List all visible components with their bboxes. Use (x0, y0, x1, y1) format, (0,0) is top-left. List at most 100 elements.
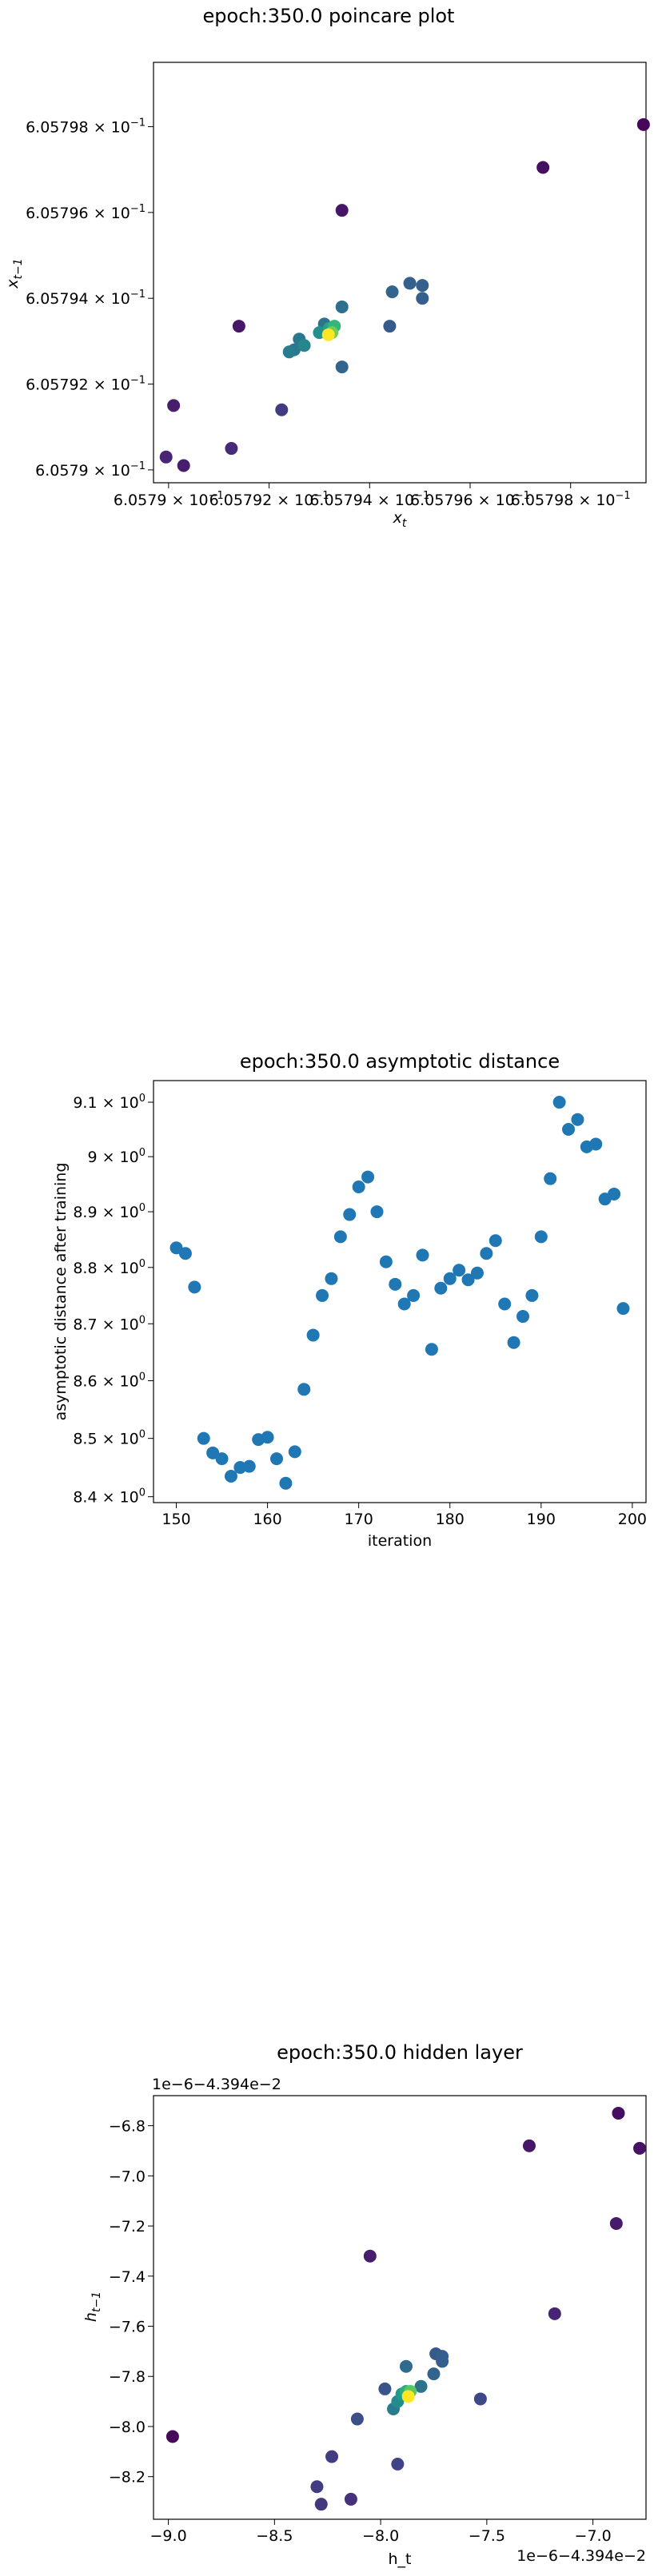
y-tick-label: 8.8 × 100 (73, 1258, 146, 1277)
scatter-point (548, 2307, 561, 2320)
scatter-point (401, 2390, 415, 2403)
scatter-point (335, 300, 349, 313)
scatter-point (608, 1187, 621, 1200)
scatter-point (188, 1280, 201, 1294)
x-axis-ticks: −9.0 −8.5 −8.0 −7.5 −7.0 (150, 2519, 612, 2545)
scatter-point (544, 1172, 557, 1185)
y-axis-label: asymptotic distance after training (52, 1163, 70, 1421)
scatter-point (480, 1247, 493, 1260)
y-tick-label: 8.4 × 100 (73, 1487, 146, 1507)
scatter-point (427, 2367, 441, 2381)
scatter-point (261, 1431, 274, 1444)
scatter-point (352, 1180, 365, 1193)
x-tick-label: −8.5 (256, 2527, 293, 2545)
scatter-point (498, 1297, 512, 1311)
scatter-point (389, 1277, 402, 1291)
scatter-point (335, 360, 349, 374)
scatter-point (288, 1445, 301, 1459)
scatter-point (225, 442, 238, 456)
chart-title: epoch:350.0 hidden layer (277, 2041, 523, 2064)
plot-area (153, 2095, 647, 2520)
scatter-point (270, 1452, 283, 1466)
scatter-point (436, 2355, 449, 2368)
scatter-point (206, 1446, 220, 1459)
x-tick-label: 170 (345, 1511, 373, 1528)
scatter-point (470, 1266, 484, 1280)
x-tick-label: 6.05798 × 10−1 (511, 490, 631, 509)
y-axis-ticks: −8.2 −8.0 −7.8 −7.6 −7.4 −7.2 −7.0 −6.8 (109, 2118, 154, 2486)
x-tick-label: 190 (527, 1511, 556, 1528)
scatter-point (215, 1452, 229, 1466)
scatter-point (379, 1255, 393, 1268)
scatter-point (385, 285, 399, 299)
scatter-point (616, 1302, 630, 1316)
scatter-point (321, 328, 335, 341)
x-tick-label: 6.0579 × 10−1 (114, 490, 224, 509)
scatter-point (636, 117, 650, 131)
y-tick-label: −7.0 (109, 2168, 146, 2185)
scatter-point (297, 1383, 311, 1396)
scatter-point (279, 1476, 293, 1490)
x-axis-label: xt (393, 509, 407, 528)
x-tick-label: −7.0 (575, 2527, 612, 2545)
scatter-point (552, 1096, 566, 1109)
scatter-point (297, 339, 311, 352)
scatter-point (333, 1230, 347, 1244)
y-tick-label: 9 × 100 (87, 1147, 146, 1166)
scatter-point (416, 1248, 429, 1262)
scatter-point (399, 2359, 413, 2373)
scatter-point (633, 2141, 647, 2155)
scatter-point (177, 459, 190, 472)
x-tick-label: 160 (253, 1511, 281, 1528)
y-axis-label: ht−1 (82, 2291, 103, 2322)
plot-area (153, 62, 647, 484)
scatter-point (525, 1288, 539, 1302)
scatter-point (197, 1431, 210, 1445)
chart-title: epoch:350.0 poincare plot (203, 5, 455, 27)
scatter-point (416, 279, 429, 293)
scatter-point (609, 2216, 623, 2230)
scatter-point (453, 1264, 466, 1277)
scatter-point (434, 1281, 448, 1295)
y-tick-label: −8.0 (109, 2419, 146, 2436)
scatter-point (425, 1343, 438, 1356)
plot-area (153, 1080, 647, 1503)
scatter-points (159, 117, 650, 472)
scatter-point (416, 292, 429, 305)
x-tick-label: 6.05792 × 10−1 (209, 490, 329, 509)
scatter-point (344, 2492, 357, 2506)
y-offset-label: 1e−6−4.394e−2 (152, 2076, 281, 2093)
y-tick-label: −7.2 (109, 2218, 146, 2236)
scatter-point (275, 403, 289, 416)
x-tick-label: −9.0 (150, 2527, 187, 2545)
scatter-point (522, 2139, 536, 2152)
scatter-point (589, 1137, 603, 1151)
y-axis-label: xt−1 (4, 258, 25, 289)
scatter-point (403, 277, 417, 290)
scatter-point (316, 1288, 329, 1302)
scatter-point (414, 2379, 428, 2393)
scatter-point (282, 345, 296, 359)
x-axis-ticks: 6.0579 × 10−16.05792 × 10−16.05794 × 10−… (114, 483, 631, 509)
x-axis-label: iteration (368, 1532, 432, 1550)
y-tick-label: 8.5 × 100 (73, 1429, 146, 1448)
y-tick-label: 6.05794 × 10−1 (26, 289, 146, 308)
x-tick-label: 180 (436, 1511, 465, 1528)
scatter-point (178, 1247, 192, 1260)
y-tick-label: 8.9 × 100 (73, 1202, 146, 1221)
y-tick-label: −7.8 (109, 2368, 146, 2386)
scatter-point (370, 1205, 384, 1219)
x-offset-label: 1e−6−4.394e−2 (516, 2547, 646, 2565)
x-axis-label: h_t (389, 2550, 412, 2568)
scatter-point (443, 1272, 457, 1285)
scatter-points (165, 2106, 647, 2511)
y-tick-label: 8.7 × 100 (73, 1314, 146, 1333)
scatter-point (571, 1113, 584, 1126)
scatter-point (165, 2430, 179, 2443)
x-tick-label: 200 (618, 1511, 647, 1528)
x-tick-label: −8.0 (362, 2527, 399, 2545)
scatter-point (314, 2498, 328, 2511)
scatter-point (335, 204, 349, 217)
scatter-point (361, 1170, 375, 1184)
scatter-points (169, 1096, 630, 1490)
